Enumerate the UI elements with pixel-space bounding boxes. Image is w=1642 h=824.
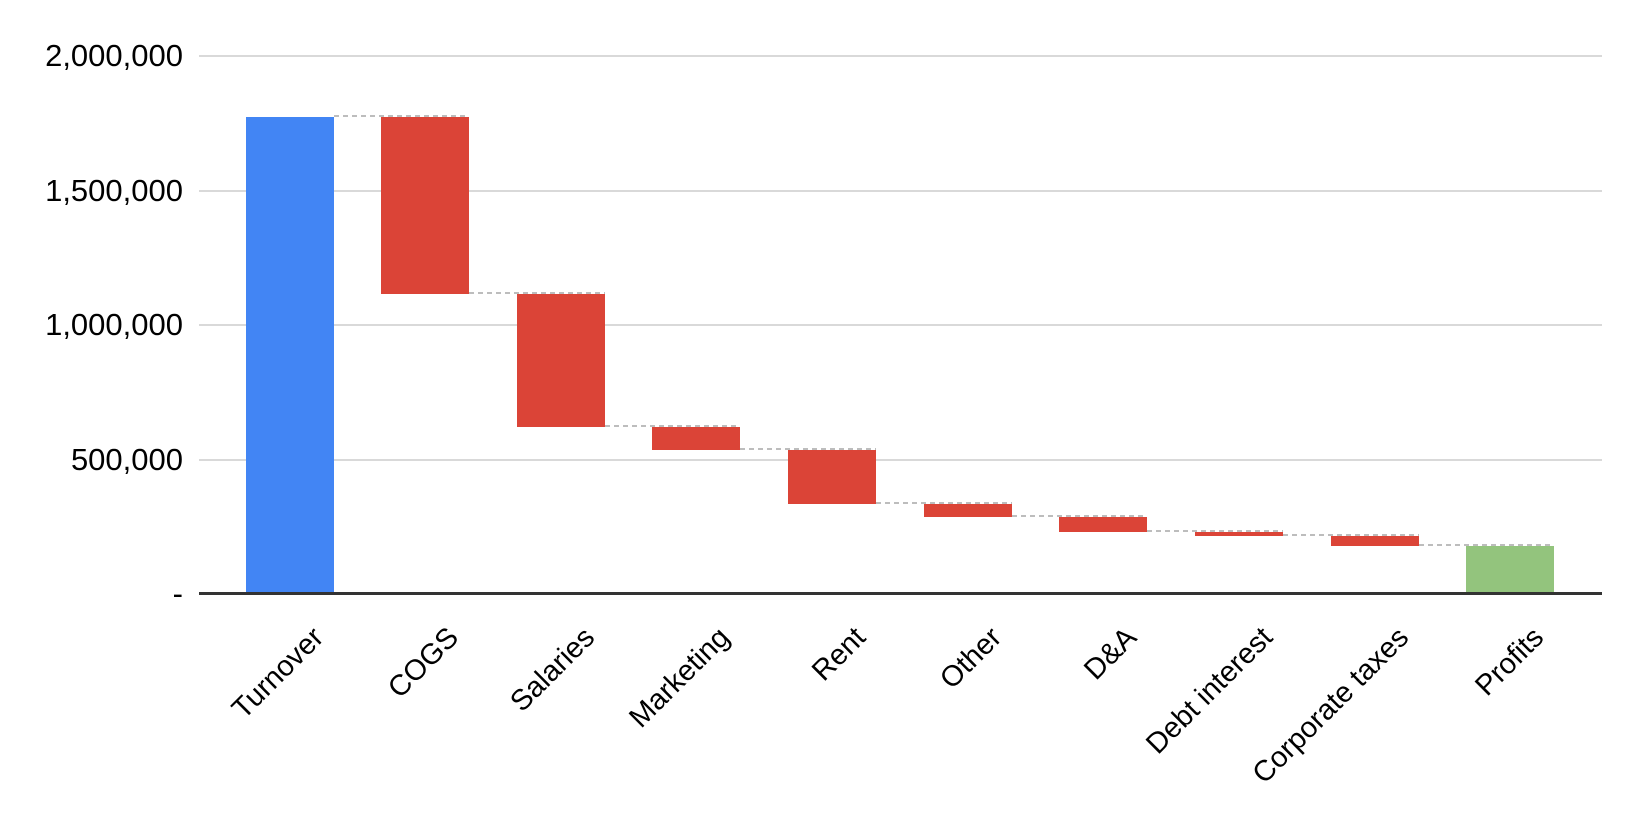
connector-debt-interest-to-corporate-taxes [1283,534,1419,537]
y-axis-tick-label-500000: 500,000 [70,441,183,477]
connector-rent-to-other [876,501,1012,504]
bar-corporate-taxes[interactable] [1330,536,1419,546]
y-axis-tick-label-2000000: 2,000,000 [45,38,183,73]
gridline-1500000 [199,189,1602,192]
bar-marketing[interactable] [652,427,741,451]
connector-other-to-d-a [1011,515,1148,518]
x-axis-line [199,592,1602,595]
gridline-1000000 [199,324,1602,326]
connector-corporate-taxes-to-profits [1418,543,1555,546]
connector-d-a-to-debt-interest [1147,530,1284,533]
connector-turnover-to-cogs [333,114,470,117]
y-axis-tick-label-1500000: 1,500,000 [45,172,183,208]
y-axis-tick-label-0: - [172,576,183,611]
bar-debt-interest[interactable] [1195,532,1284,537]
connector-salaries-to-marketing [604,425,741,428]
bar-rent[interactable] [788,450,877,504]
bar-turnover[interactable] [245,116,334,594]
connector-cogs-to-salaries [469,292,605,295]
gridline-500000 [199,458,1602,461]
gridline-2000000 [199,55,1602,57]
bar-profits[interactable] [1466,545,1555,594]
y-axis-tick-label-1000000: 1,000,000 [45,307,183,342]
bar-d-a[interactable] [1059,517,1148,533]
connector-marketing-to-rent [740,448,877,451]
bar-cogs[interactable] [381,116,470,295]
bar-salaries[interactable] [516,294,605,428]
bar-other[interactable] [923,503,1012,518]
